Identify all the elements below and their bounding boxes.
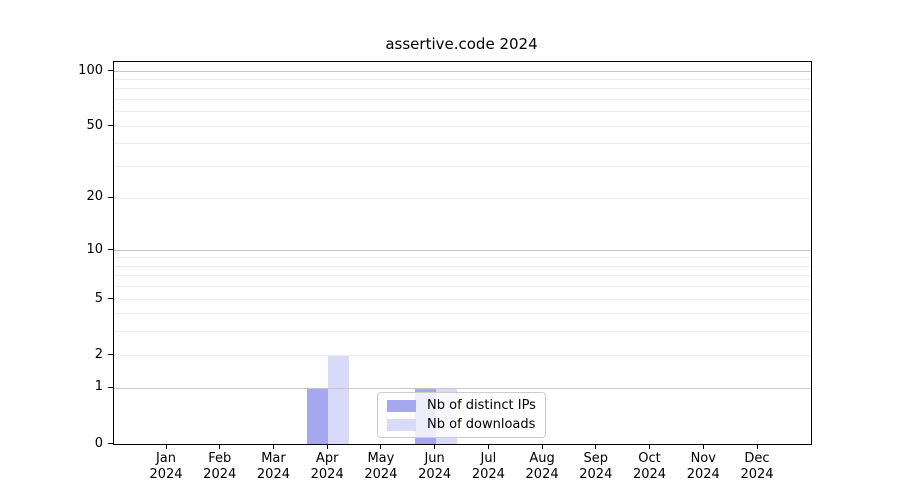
y-tick-label: 2: [94, 346, 103, 362]
minor-gridline: [114, 257, 811, 259]
x-tick-mark: [702, 444, 704, 449]
plot-area: [113, 61, 812, 445]
major-gridline: [114, 387, 811, 389]
minor-gridline: [114, 79, 811, 80]
x-tick-mark: [165, 444, 167, 449]
x-tick-label: Jun 2024: [418, 451, 452, 482]
y-tick-label: 10: [86, 241, 103, 257]
y-tick-label: 0: [94, 435, 103, 451]
minor-gridline: [114, 331, 811, 333]
x-tick-label: Nov 2024: [686, 451, 720, 482]
y-tick-mark: [108, 354, 113, 356]
x-tick-label: May 2024: [364, 451, 398, 482]
chart-title: assertive.code 2024: [385, 35, 538, 53]
bar-distinct-ips: [307, 388, 329, 444]
y-tick-mark: [108, 196, 113, 198]
legend-entry: Nb of downloads: [387, 416, 536, 433]
x-tick-mark: [595, 444, 597, 449]
x-tick-mark: [434, 444, 436, 449]
y-tick-mark: [108, 298, 113, 300]
minor-gridline: [114, 265, 811, 267]
minor-gridline: [114, 298, 811, 300]
x-tick-mark: [219, 444, 221, 449]
legend-label: Nb of distinct IPs: [427, 398, 536, 413]
major-gridline: [114, 249, 811, 251]
y-tick-mark: [108, 70, 113, 72]
legend-entry: Nb of distinct IPs: [387, 397, 536, 414]
minor-gridline: [114, 166, 811, 168]
x-tick-label: Apr 2024: [310, 451, 344, 482]
x-tick-label: Oct 2024: [632, 451, 667, 482]
x-tick-mark: [649, 444, 651, 449]
x-tick-label: Jul 2024: [471, 451, 505, 482]
minor-gridline: [114, 125, 811, 127]
bar-downloads: [328, 355, 350, 444]
minor-gridline: [114, 143, 811, 145]
y-tick-label: 20: [86, 189, 103, 205]
minor-gridline: [114, 286, 811, 288]
minor-gridline: [114, 275, 811, 277]
y-tick-label: 1: [94, 379, 103, 395]
minor-gridline: [114, 111, 811, 113]
minor-gridline: [114, 313, 811, 315]
x-tick-mark: [326, 444, 328, 449]
y-tick-label: 100: [78, 62, 103, 78]
x-tick-label: Feb 2024: [203, 451, 237, 482]
x-tick-label: Mar 2024: [256, 451, 290, 482]
minor-gridline: [114, 197, 811, 199]
legend-swatch-downloads: [387, 418, 416, 431]
x-tick-mark: [380, 444, 382, 449]
x-tick-label: Aug 2024: [525, 451, 559, 482]
y-tick-label: 50: [86, 117, 103, 133]
x-tick-mark: [272, 444, 274, 449]
y-tick-mark: [108, 443, 113, 444]
x-tick-label: Sep 2024: [579, 451, 613, 482]
y-tick-mark: [108, 386, 113, 388]
y-tick-mark: [108, 125, 113, 127]
minor-gridline: [114, 88, 811, 90]
y-tick-label: 5: [94, 290, 103, 306]
x-tick-mark: [541, 444, 543, 449]
legend-swatch-distinct-ips: [387, 399, 416, 412]
y-tick-mark: [108, 249, 113, 251]
legend: Nb of distinct IPs Nb of downloads: [377, 392, 546, 438]
minor-gridline: [114, 99, 811, 101]
x-tick-mark: [487, 444, 489, 449]
x-tick-label: Jan 2024: [149, 451, 183, 482]
x-tick-label: Dec 2024: [740, 451, 774, 482]
minor-gridline: [114, 354, 811, 356]
x-tick-mark: [756, 444, 758, 449]
major-gridline: [114, 70, 811, 72]
legend-label: Nb of downloads: [427, 417, 536, 432]
